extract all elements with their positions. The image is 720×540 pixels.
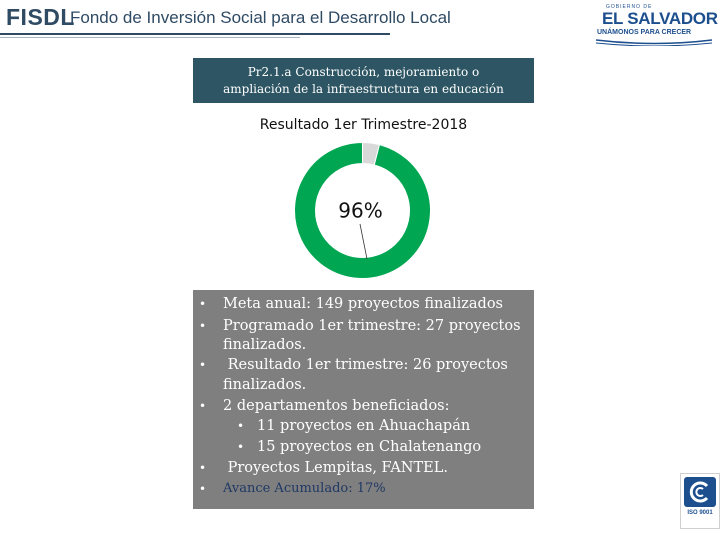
- bullet-icon: •: [237, 419, 245, 433]
- bullet-icon: •: [199, 399, 207, 413]
- government-logo-slogan: UNÁMONOS PARA CRECER: [597, 29, 692, 36]
- bullet-text: finalizados.: [223, 377, 307, 393]
- bullet-text: finalizados.: [223, 337, 307, 353]
- donut-hole: [315, 163, 410, 258]
- bullet-text-highlight: Avance Acumulado: 17%: [223, 481, 386, 496]
- bullet-icon: •: [199, 358, 207, 372]
- iso-badge-text: ISO 9001: [687, 510, 713, 516]
- data-label: 96%: [338, 199, 382, 223]
- bullet-icon: •: [199, 319, 207, 333]
- bullet-icon: •: [237, 440, 245, 454]
- certification-swirl-icon: [684, 477, 716, 507]
- donut-chart: 96%: [294, 141, 431, 279]
- government-logo-small-text: GOBIERNO DE: [606, 4, 653, 10]
- header-rule-secondary: [0, 37, 300, 38]
- data-label-leader-line: [359, 223, 368, 260]
- bullet-text: Proyectos Lempitas, FANTEL.: [223, 460, 448, 476]
- bullet-text: 15 proyectos en Chalatenango: [257, 439, 482, 455]
- bullet-text: 2 departamentos beneficiados:: [223, 398, 450, 414]
- bullet-text: 11 proyectos en Ahuachapán: [257, 418, 471, 434]
- bullet-icon: •: [199, 297, 207, 311]
- chart-title: Resultado 1er Trimestre-2018: [259, 117, 468, 133]
- org-name: Fondo de Inversión Social para el Desarr…: [70, 8, 451, 27]
- bullet-text: Programado 1er trimestre: 27 proyectos: [223, 318, 521, 334]
- iso-certification-badge: ISO 9001: [680, 473, 720, 529]
- title-line-2: ampliación de la infraestructura en educ…: [223, 81, 504, 96]
- bullet-icon: •: [199, 461, 207, 475]
- bullet-icon: •: [199, 482, 207, 496]
- title-line-1: Pr2.1.a Construcción, mejoramiento o: [247, 64, 480, 79]
- government-logo-main-text: EL SALVADOR: [602, 9, 718, 28]
- government-logo: GOBIERNO DE EL SALVADOR UNÁMONOS PARA CR…: [594, 2, 720, 48]
- info-box: • Meta anual: 149 proyectos finalizados …: [193, 290, 534, 509]
- fisdl-logo: FISDL: [6, 4, 75, 30]
- bullet-text: Meta anual: 149 proyectos finalizados: [223, 296, 504, 312]
- header: FISDL Fondo de Inversión Social para el …: [0, 0, 720, 40]
- government-logo-swoosh-icon: [595, 39, 713, 46]
- title-box: Pr2.1.a Construcción, mejoramiento o amp…: [193, 58, 534, 103]
- header-rule: [0, 33, 390, 35]
- bullet-text: Resultado 1er trimestre: 26 proyectos: [223, 357, 508, 373]
